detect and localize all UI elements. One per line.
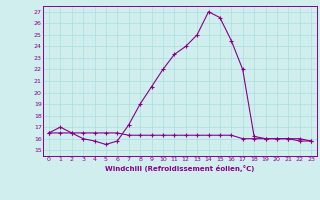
X-axis label: Windchill (Refroidissement éolien,°C): Windchill (Refroidissement éolien,°C) xyxy=(105,165,255,172)
